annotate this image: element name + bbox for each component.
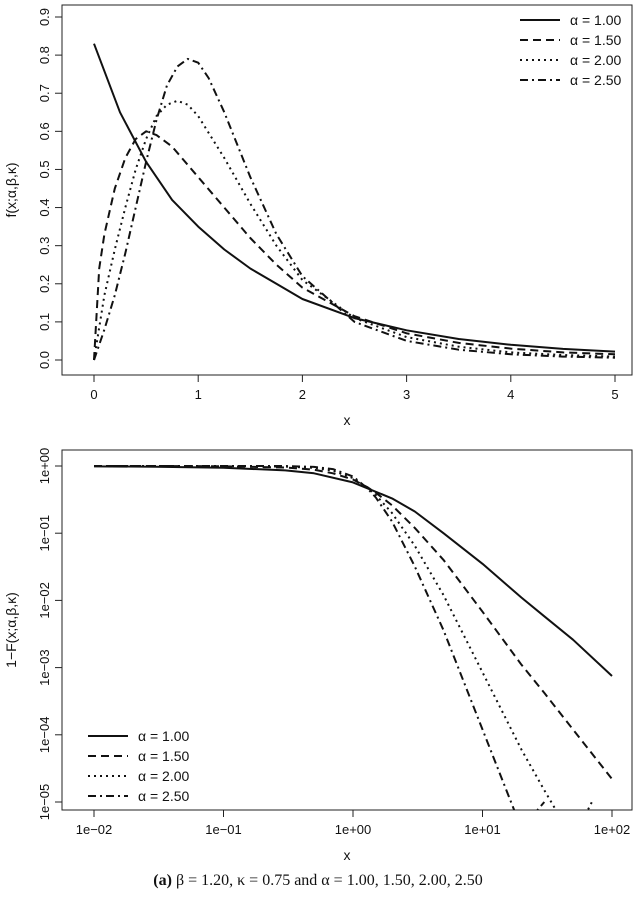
x-tick-label: 1e+01 xyxy=(464,822,501,837)
x-axis-label: x xyxy=(344,847,351,863)
x-tick-label: 0 xyxy=(90,387,97,402)
legend-label: α = 2.50 xyxy=(138,788,190,804)
series-line-4 xyxy=(94,465,546,810)
legend: α = 1.00 α = 1.50 α = 2.00 α = 2.50 xyxy=(88,728,190,804)
legend-label: α = 2.00 xyxy=(138,768,190,784)
y-tick-label: 1e−02 xyxy=(37,582,52,619)
x-tick-label: 1e−02 xyxy=(76,822,113,837)
y-tick-label: 0.7 xyxy=(37,84,52,102)
density-chart: 0 1 2 3 4 5 0.0 0.1 0.2 0.3 0.4 0.5 0.6 0.7 0.8 0.9 x f(x… xyxy=(3,4,633,428)
series-line-1 xyxy=(93,465,613,677)
y-tick-label: 0.6 xyxy=(37,122,52,140)
x-tick-label: 1e−01 xyxy=(205,822,242,837)
x-tick-label: 1 xyxy=(195,387,202,402)
y-tick-label: 0.1 xyxy=(37,313,52,331)
y-tick-label: 0.0 xyxy=(37,351,52,369)
series-line-4 xyxy=(93,57,616,361)
legend-label: α = 2.50 xyxy=(570,72,622,88)
series-line-1 xyxy=(93,43,616,353)
legend-label: α = 1.00 xyxy=(138,728,190,744)
series-line-2 xyxy=(93,130,616,361)
y-tick-label: 0.4 xyxy=(37,199,52,217)
y-axis-label: 1−F(x;α,β,κ) xyxy=(3,592,19,668)
y-tick-label: 0.3 xyxy=(37,237,52,255)
survival-chart: 1e−02 1e−01 1e+00 1e+01 1e+02 1e−05 1e−04 1e−03… xyxy=(3,448,633,863)
legend-label: α = 1.00 xyxy=(570,12,622,28)
caption-label: (a) xyxy=(153,872,172,889)
y-tick-label: 1e+00 xyxy=(37,448,52,485)
legend-label: α = 1.50 xyxy=(138,748,190,764)
x-tick-label: 4 xyxy=(507,387,514,402)
series-line-3 xyxy=(93,99,616,361)
x-tick-label: 1e+00 xyxy=(335,822,372,837)
y-tick-label: 1e−04 xyxy=(37,717,52,754)
y-tick-label: 1e−01 xyxy=(37,515,52,552)
y-tick-label: 1e−05 xyxy=(37,784,52,821)
legend-label: α = 2.00 xyxy=(570,52,622,68)
y-tick-label: 0.8 xyxy=(37,46,52,64)
x-axis-label: x xyxy=(344,412,351,428)
caption-text: β = 1.20, κ = 0.75 and α = 1.00, 1.50, 2… xyxy=(175,872,483,889)
y-tick-label: 1e−03 xyxy=(37,649,52,686)
y-tick-label: 0.2 xyxy=(37,275,52,293)
y-axis-label: f(x;α,β,κ) xyxy=(3,162,19,217)
x-tick-label: 1e+02 xyxy=(594,822,631,837)
x-tick-label: 5 xyxy=(611,387,618,402)
y-tick-label: 0.9 xyxy=(37,8,52,26)
plot-frame xyxy=(61,4,633,376)
series-line-2 xyxy=(94,465,613,780)
series-line-3 xyxy=(94,465,593,810)
x-tick-label: 2 xyxy=(299,387,306,402)
x-tick-label: 3 xyxy=(403,387,410,402)
y-tick-label: 0.5 xyxy=(37,160,52,178)
figure-caption: (a) β = 1.20, κ = 0.75 and α = 1.00, 1.5… xyxy=(0,872,636,890)
legend-label: α = 1.50 xyxy=(570,32,622,48)
legend: α = 1.00 α = 1.50 α = 2.00 α = 2.50 xyxy=(520,12,622,88)
